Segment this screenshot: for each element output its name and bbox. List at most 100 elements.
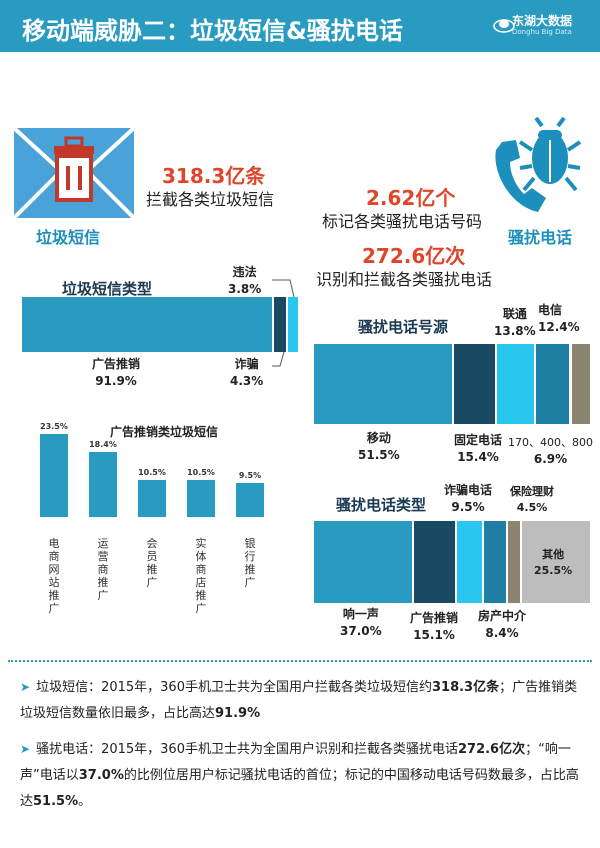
segment-pct: 3.8%: [228, 282, 262, 296]
section-divider: [8, 660, 592, 662]
identified-count-value: 272.6亿次: [362, 244, 466, 268]
column-bar: [236, 483, 264, 517]
segment-pct: 91.9%: [95, 374, 137, 388]
bar-segment-2: [287, 297, 298, 352]
segment-name: 其他: [542, 548, 565, 561]
spam-leader-lines: [272, 279, 295, 367]
segment-label-virtual: 170、400、800 6.9%: [508, 434, 593, 468]
logo-subtitle: Donghu Big Data: [512, 28, 572, 36]
segment-label-real-estate: 房产中介 8.4%: [478, 608, 526, 642]
column-bar: [187, 479, 215, 517]
segment-pct: 8.4%: [485, 626, 519, 640]
bar-segment-1: [454, 344, 496, 424]
segment-label-other: 其他 25.5%: [534, 547, 572, 579]
marked-count-desc: 标记各类骚扰电话号码: [322, 212, 483, 231]
segment-name: 移动: [366, 431, 391, 445]
column-category-label: 电商网站推广: [48, 537, 60, 615]
note-text: ；广告推销类垃圾短信数量依旧最多，占比高达: [20, 680, 578, 721]
bar-segment-4: [571, 344, 590, 424]
spam-count-desc: 拦截各类垃圾短信: [146, 190, 275, 209]
segment-label-unicom: 联通 13.8%: [494, 306, 536, 340]
bar-segment-0: [22, 297, 272, 352]
column-value-label: 23.5%: [40, 422, 68, 431]
column-value-label: 10.5%: [187, 467, 215, 477]
identified-count-desc: 识别和拦截各类骚扰电话: [316, 270, 493, 289]
segment-pct: 4.5%: [516, 501, 548, 514]
bar-segment-4: [508, 521, 521, 603]
column-category-label: 实体商店推广: [195, 537, 207, 615]
segment-label-telecom: 电信 12.4%: [538, 302, 580, 336]
logo-name: 东湖大数据: [512, 14, 573, 28]
column-bar: [40, 434, 68, 517]
note-text: ：2015年，360手机卫士共为全国用户拦截各类垃圾短信约: [88, 680, 432, 695]
segment-name: 广告推销: [410, 611, 459, 625]
segment-name: 联通: [502, 307, 527, 321]
segment-pct: 51.5%: [358, 448, 400, 462]
segment-label-insurance: 保险理财 4.5%: [510, 484, 554, 516]
segment-label-phone-ad: 广告推销 15.1%: [410, 610, 458, 644]
segment-pct: 9.5%: [451, 500, 485, 514]
spam-type-chart-title: 垃圾短信类型: [62, 280, 153, 298]
segment-pct: 12.4%: [538, 320, 580, 334]
marked-count-value: 2.62亿个: [366, 186, 456, 210]
note-highlight: 51.5%: [33, 794, 79, 809]
spam-count-value: 318.3亿条: [162, 164, 266, 188]
segment-label-landline: 固定电话 15.4%: [454, 432, 502, 466]
segment-pct: 25.5%: [534, 564, 573, 577]
bar-segment-0: [314, 344, 453, 424]
segment-label-illegal: 违法 3.8%: [228, 264, 261, 298]
arrow-bullet-icon: ➤: [20, 742, 31, 756]
segment-name: 违法: [232, 265, 257, 279]
column-category-label: 会员推广: [146, 537, 158, 589]
ad-spam-chart-title: 广告推销类垃圾短信: [110, 425, 219, 439]
column-value-label: 18.4%: [89, 440, 117, 449]
segment-name: 诈骗: [234, 357, 259, 371]
spam-type-stacked-bar: [22, 297, 298, 352]
segment-pct: 13.8%: [494, 324, 536, 338]
phone-type-stacked-bar: [314, 521, 590, 603]
segment-pct: 6.9%: [533, 452, 568, 466]
spam-icon-label: 垃圾短信: [36, 228, 101, 247]
note-text: 的比例位居用户标记骚扰电话的首位；标记的中国移动电话号码数最多，占比高达: [20, 768, 579, 809]
column-category-label: 运营商推广: [97, 537, 109, 602]
note-highlight: 37.0%: [78, 768, 124, 783]
segment-label-one-ring: 响一声 37.0%: [340, 606, 382, 640]
arrow-bullet-icon: ➤: [20, 680, 31, 694]
segment-pct: 37.0%: [340, 624, 382, 638]
segment-pct: 15.1%: [413, 628, 455, 642]
column-bar: [89, 452, 117, 517]
segment-name: 响一声: [342, 607, 379, 621]
column-category-label: 银行推广: [244, 537, 256, 589]
segment-name: 诈骗电话: [444, 483, 493, 497]
note-highlight: 272.6亿次: [457, 742, 526, 757]
bar-segment-2: [456, 521, 482, 603]
phone-type-chart-title: 骚扰电话类型: [336, 496, 427, 514]
column-value-label: 9.5%: [238, 471, 262, 481]
segment-label-scam-call: 诈骗电话 9.5%: [444, 482, 492, 516]
note-phone: ➤ 骚扰电话：2015年，360手机卫士共为全国用户识别和拦截各类骚扰电话272.…: [20, 736, 590, 815]
note-spam: ➤ 垃圾短信：2015年，360手机卫士共为全国用户拦截各类垃圾短信约318.3亿…: [20, 674, 590, 727]
segment-pct: 15.4%: [457, 450, 499, 464]
trash-envelope-icon: [14, 128, 134, 220]
phone-bug-icon: [495, 116, 582, 212]
segment-label-ad: 广告推销 91.9%: [92, 356, 140, 390]
segment-name: 电信: [538, 303, 563, 317]
phone-icon-label: 骚扰电话: [508, 228, 573, 247]
bar-segment-5: [522, 521, 590, 603]
phone-source-chart-title: 骚扰电话号源: [358, 318, 449, 336]
segment-pct: 4.3%: [230, 374, 264, 388]
segment-label-mobile: 移动 51.5%: [358, 430, 400, 464]
bar-segment-2: [497, 344, 535, 424]
phone-source-stacked-bar: [314, 344, 590, 424]
note-label: 骚扰电话: [36, 742, 89, 757]
note-text: ；“响一声”电话以: [20, 742, 571, 783]
bar-segment-3: [536, 344, 570, 424]
bar-segment-1: [273, 297, 286, 352]
segment-label-fraud: 诈骗 4.3%: [230, 356, 263, 390]
note-text: ：2015年，360手机卫士共为全国用户识别和拦截各类骚扰电话: [88, 742, 458, 757]
column-bar: [138, 479, 166, 517]
segment-name: 广告推销: [92, 357, 141, 371]
note-highlight: 318.3亿条: [431, 680, 500, 695]
segment-name: 保险理财: [510, 485, 554, 498]
segment-name: 170、400、800: [508, 436, 593, 449]
